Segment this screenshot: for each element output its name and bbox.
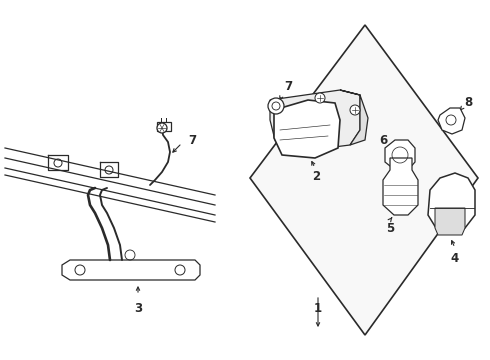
Polygon shape: [270, 90, 360, 150]
Polygon shape: [274, 100, 340, 158]
Text: 8: 8: [464, 95, 472, 108]
Circle shape: [315, 93, 325, 103]
Text: 6: 6: [379, 134, 387, 147]
Polygon shape: [340, 90, 368, 145]
Text: 1: 1: [314, 302, 322, 315]
Polygon shape: [383, 158, 418, 215]
Text: 4: 4: [451, 252, 459, 265]
Polygon shape: [250, 25, 478, 335]
Text: 5: 5: [386, 221, 394, 234]
Polygon shape: [385, 140, 415, 170]
FancyBboxPatch shape: [157, 122, 171, 131]
Text: 3: 3: [134, 302, 142, 315]
Polygon shape: [428, 173, 475, 232]
Polygon shape: [438, 108, 465, 134]
Text: 7: 7: [284, 81, 292, 94]
Text: 2: 2: [312, 170, 320, 183]
Circle shape: [350, 105, 360, 115]
Text: 7: 7: [188, 134, 196, 147]
Circle shape: [268, 98, 284, 114]
Circle shape: [157, 123, 167, 133]
Polygon shape: [435, 208, 465, 235]
Polygon shape: [62, 260, 200, 280]
